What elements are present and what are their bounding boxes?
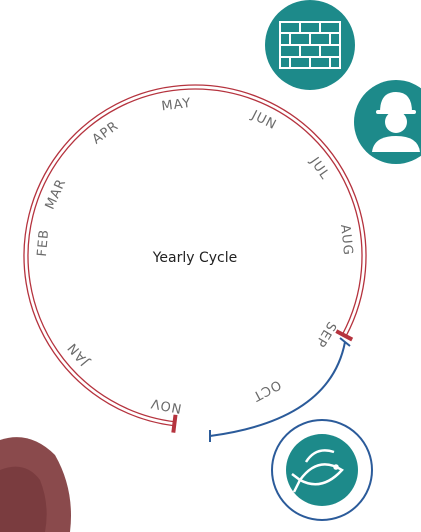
diagram-title: Yearly Cycle bbox=[152, 250, 238, 266]
brick-icon-glyph bbox=[279, 21, 341, 69]
blue-arc bbox=[209, 341, 346, 437]
month-label: JUL bbox=[306, 154, 332, 183]
red-cycle-arc bbox=[23, 84, 367, 433]
red-end-mark bbox=[171, 414, 178, 433]
month-label: JUN bbox=[248, 108, 279, 134]
month-label: MAY bbox=[161, 96, 193, 115]
red-end-mark bbox=[335, 329, 354, 342]
month-label: AUG bbox=[337, 224, 355, 257]
fish-icon-glyph bbox=[291, 449, 344, 493]
worker-icon-glyph bbox=[372, 92, 420, 152]
red-arc-line bbox=[27, 88, 363, 423]
month-label: OCT bbox=[249, 376, 283, 403]
month-label: JAN bbox=[65, 339, 93, 369]
month-label: MAR bbox=[43, 176, 70, 211]
red-arc-line bbox=[23, 84, 367, 427]
month-labels: MAY JUN JUL AUG SEP OCT NOV JAN FEB MAR … bbox=[35, 96, 355, 416]
month-label: NOV bbox=[149, 395, 183, 416]
blue-end-mark bbox=[339, 337, 351, 347]
month-label: SEP bbox=[312, 319, 339, 350]
month-label: FEB bbox=[35, 228, 52, 257]
person-photo-shade bbox=[0, 466, 47, 532]
fish-icon bbox=[286, 434, 358, 506]
